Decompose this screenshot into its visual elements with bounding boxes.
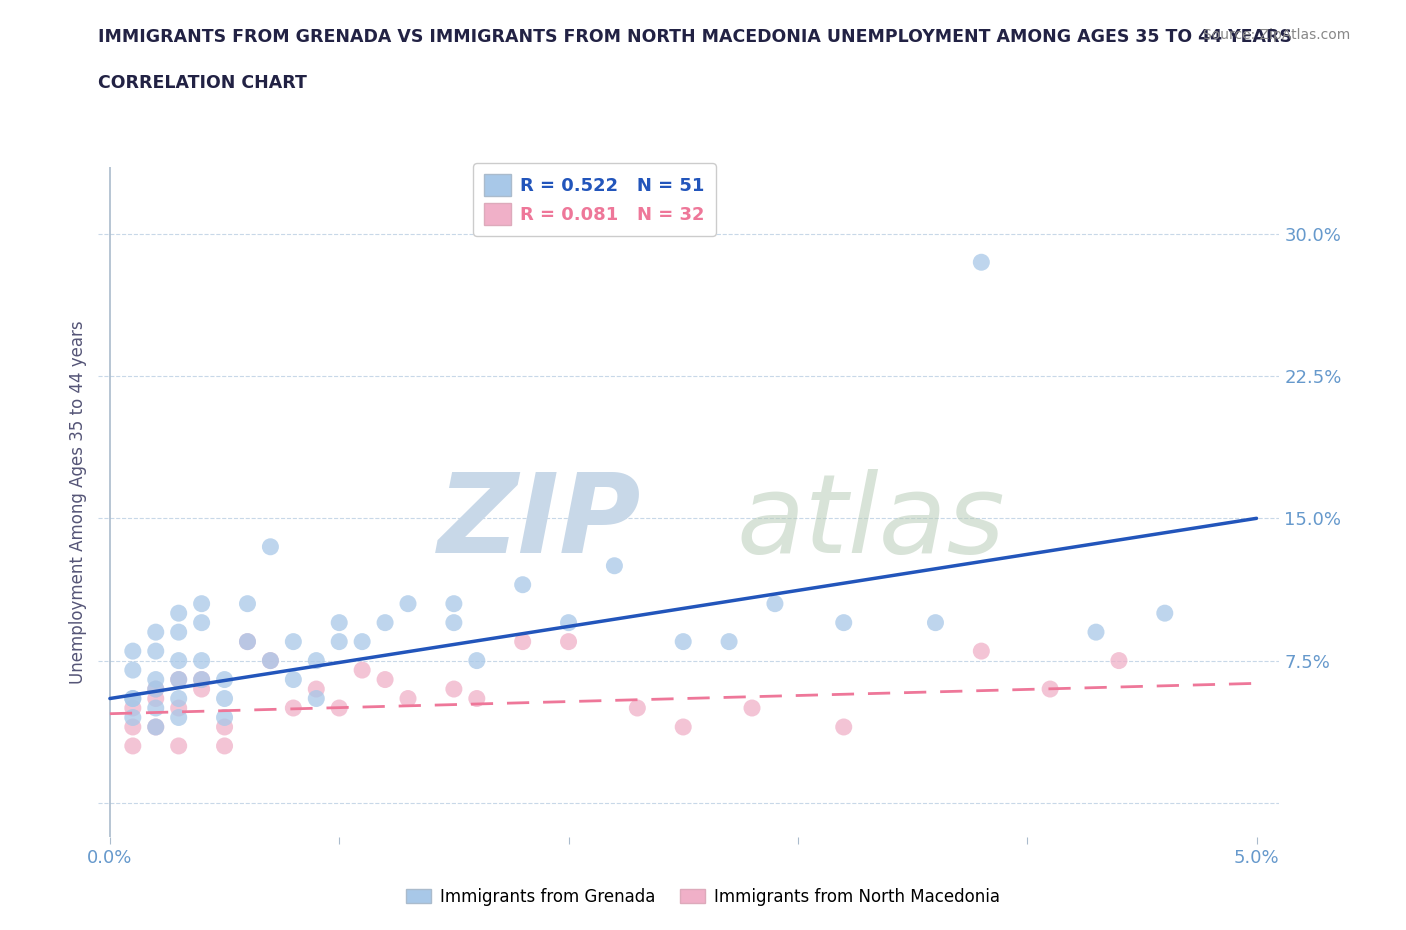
Point (603, 558, 626, 573)
Text: Source: ZipAtlas.com: Source: ZipAtlas.com (1202, 28, 1350, 42)
Point (465, 653, 488, 668)
Point (167, 625, 190, 640)
Point (145, 700, 167, 715)
Text: ZIP: ZIP (439, 469, 641, 576)
Point (167, 738, 190, 753)
Point (396, 691, 419, 706)
Point (259, 653, 281, 668)
Point (396, 596, 419, 611)
Point (443, 682, 465, 697)
Point (121, 663, 143, 678)
Point (145, 720, 167, 735)
Point (741, 700, 763, 715)
Point (718, 634, 741, 649)
Point (557, 616, 579, 631)
Point (145, 682, 167, 697)
Point (924, 616, 946, 631)
Point (121, 691, 143, 706)
Point (145, 625, 167, 640)
Point (328, 700, 350, 715)
Point (190, 682, 212, 697)
Point (465, 691, 488, 706)
Y-axis label: Unemployment Among Ages 35 to 44 years: Unemployment Among Ages 35 to 44 years (69, 321, 87, 684)
Text: CORRELATION CHART: CORRELATION CHART (98, 74, 308, 92)
Point (305, 691, 328, 706)
Point (443, 596, 465, 611)
Point (443, 616, 465, 631)
Point (145, 720, 167, 735)
Point (305, 653, 328, 668)
Point (557, 634, 579, 649)
Point (121, 720, 143, 735)
Text: atlas: atlas (737, 469, 1005, 576)
Legend: Immigrants from Grenada, Immigrants from North Macedonia: Immigrants from Grenada, Immigrants from… (399, 881, 1007, 912)
Point (352, 663, 374, 678)
Point (167, 605, 190, 620)
Point (145, 682, 167, 697)
Point (305, 682, 328, 697)
Point (352, 634, 374, 649)
Point (259, 653, 281, 668)
Point (167, 672, 190, 687)
Point (190, 616, 212, 631)
Point (214, 738, 236, 753)
Point (1039, 682, 1062, 697)
Point (763, 596, 786, 611)
Point (190, 653, 212, 668)
Point (214, 691, 236, 706)
Point (236, 596, 259, 611)
Point (374, 616, 396, 631)
Point (214, 711, 236, 725)
Point (167, 653, 190, 668)
Point (328, 634, 350, 649)
Point (167, 711, 190, 725)
Legend: R = 0.522   N = 51, R = 0.081   N = 32: R = 0.522 N = 51, R = 0.081 N = 32 (474, 163, 716, 236)
Point (1153, 605, 1175, 620)
Point (283, 634, 305, 649)
Point (832, 616, 855, 631)
Point (121, 644, 143, 658)
Point (145, 644, 167, 658)
Point (190, 672, 212, 687)
Point (214, 672, 236, 687)
Point (214, 720, 236, 735)
Point (1108, 653, 1130, 668)
Point (626, 700, 648, 715)
Point (970, 644, 993, 658)
Point (190, 672, 212, 687)
Point (328, 616, 350, 631)
Point (970, 255, 993, 270)
Point (167, 691, 190, 706)
Point (167, 672, 190, 687)
Point (236, 634, 259, 649)
Point (121, 700, 143, 715)
Point (672, 634, 695, 649)
Point (190, 596, 212, 611)
Point (121, 738, 143, 753)
Point (512, 634, 534, 649)
Point (1085, 625, 1108, 640)
Point (121, 691, 143, 706)
Point (283, 672, 305, 687)
Point (832, 720, 855, 735)
Point (145, 691, 167, 706)
Point (236, 634, 259, 649)
Point (145, 672, 167, 687)
Point (672, 720, 695, 735)
Point (283, 700, 305, 715)
Point (374, 672, 396, 687)
Text: IMMIGRANTS FROM GRENADA VS IMMIGRANTS FROM NORTH MACEDONIA UNEMPLOYMENT AMONG AG: IMMIGRANTS FROM GRENADA VS IMMIGRANTS FR… (98, 28, 1292, 46)
Point (259, 539, 281, 554)
Point (167, 700, 190, 715)
Point (512, 578, 534, 592)
Point (121, 711, 143, 725)
